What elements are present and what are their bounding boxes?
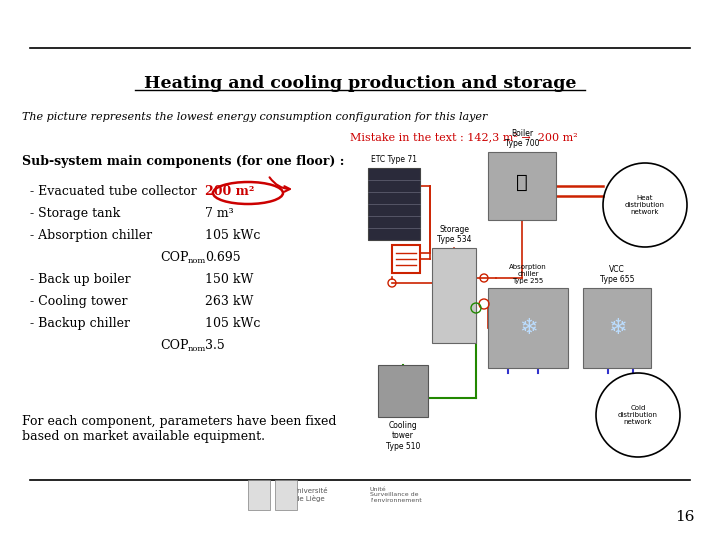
Text: ❄: ❄	[518, 318, 537, 338]
FancyBboxPatch shape	[275, 480, 297, 510]
Text: 105 kWᴄ: 105 kWᴄ	[205, 317, 261, 330]
Text: 16: 16	[675, 510, 695, 524]
Text: - Evacuated tube collector: - Evacuated tube collector	[30, 185, 197, 198]
Text: Mistake in the text : 142,3 m² →  200 m²: Mistake in the text : 142,3 m² → 200 m²	[350, 132, 577, 142]
Text: 3.5: 3.5	[205, 339, 225, 352]
FancyBboxPatch shape	[392, 245, 420, 273]
Text: 105 kWᴄ: 105 kWᴄ	[205, 229, 261, 242]
Text: 0.695: 0.695	[205, 251, 240, 264]
Text: Cold
distribution
network: Cold distribution network	[618, 405, 658, 425]
Text: Cooling
tower
Type 510: Cooling tower Type 510	[386, 421, 420, 451]
Text: 7 m³: 7 m³	[205, 207, 233, 220]
Text: - Backup chiller: - Backup chiller	[30, 317, 130, 330]
Text: 🔥: 🔥	[516, 172, 528, 192]
Text: Université
de Liège: Université de Liège	[292, 488, 328, 502]
Text: nom: nom	[188, 257, 206, 265]
Text: - Absorption chiller: - Absorption chiller	[30, 229, 152, 242]
Text: VCC
Type 655: VCC Type 655	[600, 265, 634, 284]
FancyBboxPatch shape	[368, 168, 420, 240]
Text: ETC Type 71: ETC Type 71	[371, 155, 417, 164]
Text: - Back up boiler: - Back up boiler	[30, 273, 130, 286]
FancyBboxPatch shape	[583, 288, 651, 368]
Text: COP: COP	[160, 339, 189, 352]
FancyBboxPatch shape	[248, 480, 270, 510]
Text: 200 m²: 200 m²	[205, 185, 254, 198]
FancyBboxPatch shape	[488, 152, 556, 220]
Text: The picture represents the lowest energy consumption configuration for this laye: The picture represents the lowest energy…	[22, 112, 487, 122]
Text: nom: nom	[188, 345, 206, 353]
Text: Sub-system main components (for one floor) :: Sub-system main components (for one floo…	[22, 155, 344, 168]
Text: Heating and cooling production and storage: Heating and cooling production and stora…	[144, 75, 576, 92]
FancyBboxPatch shape	[432, 248, 476, 343]
Text: - Cooling tower: - Cooling tower	[30, 295, 127, 308]
Text: - Storage tank: - Storage tank	[30, 207, 120, 220]
Text: Storage
Type 534: Storage Type 534	[437, 225, 472, 244]
Text: Boiler
Type 700: Boiler Type 700	[505, 129, 539, 148]
Text: 263 kW: 263 kW	[205, 295, 253, 308]
Text: For each component, parameters have been fixed
based on market available equipme: For each component, parameters have been…	[22, 415, 336, 443]
Text: Absorption
chiller
Type 255: Absorption chiller Type 255	[509, 264, 547, 284]
Text: ❄: ❄	[608, 318, 626, 338]
Text: COP: COP	[160, 251, 189, 264]
Text: Heat
distribution
network: Heat distribution network	[625, 195, 665, 215]
FancyBboxPatch shape	[488, 288, 568, 368]
FancyBboxPatch shape	[378, 365, 428, 417]
Text: 150 kW: 150 kW	[205, 273, 253, 286]
Text: Unité
Surveillance de
l'environnement: Unité Surveillance de l'environnement	[370, 487, 422, 503]
